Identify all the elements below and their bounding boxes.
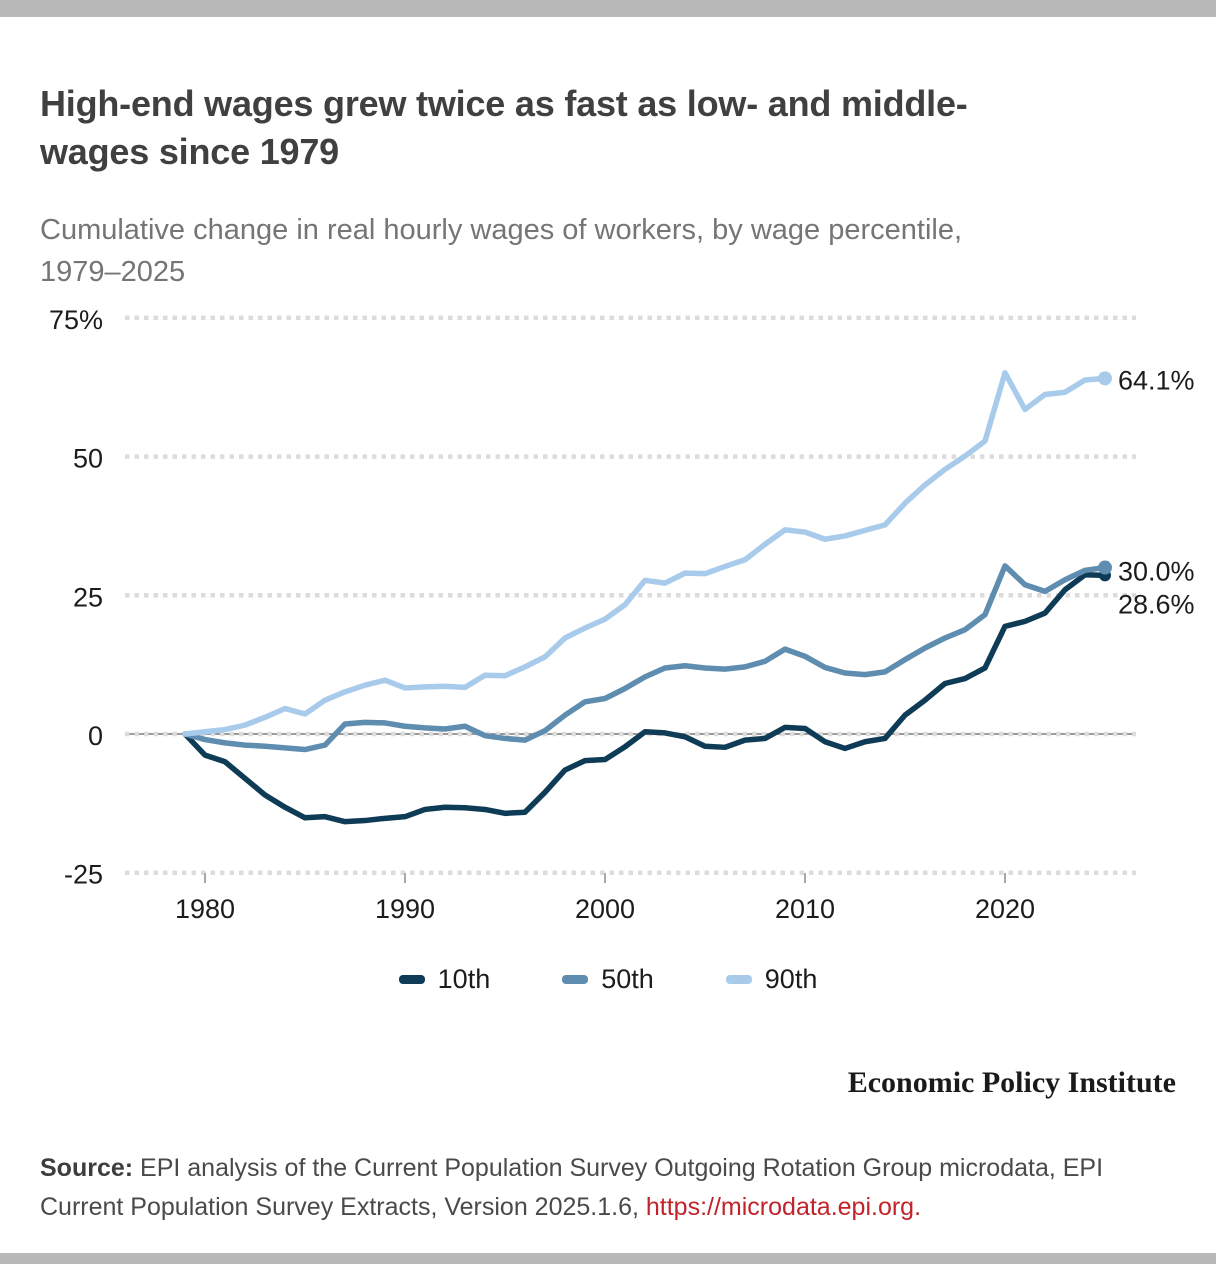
y-tick-label-75: 75%	[49, 305, 103, 335]
series-line-50th	[182, 563, 1108, 753]
legend-label-90th: 90th	[764, 964, 818, 994]
legend-swatch-10th	[398, 975, 425, 984]
chart-legend: 10th 50th 90th	[0, 964, 1216, 995]
x-tick-label-2020: 2020	[975, 894, 1035, 924]
line-chart: 75% 50 25 0 -25 1980 1990 2000 2010 2020 28.6% 30.0…	[0, 290, 1216, 950]
legend-item-10th: 10th	[398, 964, 491, 995]
chart-subtitle: Cumulative change in real hourly wages o…	[40, 209, 1180, 293]
x-tick-label-2010: 2010	[775, 894, 835, 924]
legend-item-90th: 90th	[725, 964, 818, 995]
chart-title-line2: wages since 1979	[40, 131, 340, 173]
source-link[interactable]: https://microdata.epi.org.	[645, 1193, 922, 1221]
bottom-border-bar	[0, 1253, 1216, 1264]
end-label-90th: 64.1%	[1118, 365, 1195, 395]
chart-title: High-end wages grew twice as fast as low…	[40, 80, 1180, 176]
y-tick-label-0: 0	[88, 721, 103, 751]
series-line-90th	[182, 370, 1108, 737]
source-note: Source: EPI analysis of the Current Popu…	[40, 1149, 1180, 1227]
branding-logotype: Economic Policy Institute	[847, 1066, 1176, 1099]
top-border-bar	[0, 0, 1216, 17]
source-text: EPI analysis of the Current Population S…	[40, 1154, 1104, 1221]
end-label-10th: 28.6%	[1118, 589, 1195, 619]
x-tick-label-1990: 1990	[375, 894, 435, 924]
chart-subtitle-line2: 1979–2025	[40, 256, 186, 288]
legend-item-50th: 50th	[562, 964, 654, 995]
y-tick-label--25: -25	[64, 860, 103, 890]
end-marker-90th	[1098, 371, 1112, 386]
end-marker-50th	[1098, 560, 1112, 575]
x-tick-label-2000: 2000	[575, 894, 635, 924]
legend-swatch-50th	[562, 975, 589, 984]
y-tick-label-50: 50	[73, 444, 103, 474]
y-tick-label-25: 25	[73, 582, 103, 612]
x-tick-label-1980: 1980	[175, 894, 235, 924]
source-label: Source:	[40, 1154, 134, 1182]
series-line-10th	[182, 572, 1108, 825]
legend-swatch-90th	[725, 975, 752, 984]
legend-label-10th: 10th	[437, 964, 491, 994]
legend-label-50th: 50th	[601, 964, 654, 994]
chart-subtitle-line1: Cumulative change in real hourly wages o…	[40, 214, 963, 246]
line-chart-canvas: 75% 50 25 0 -25 1980 1990 2000 2010 2020 28.6%30.0…	[49, 305, 1195, 924]
chart-title-line1: High-end wages grew twice as fast as low…	[40, 83, 968, 125]
end-label-50th: 30.0%	[1118, 557, 1195, 587]
